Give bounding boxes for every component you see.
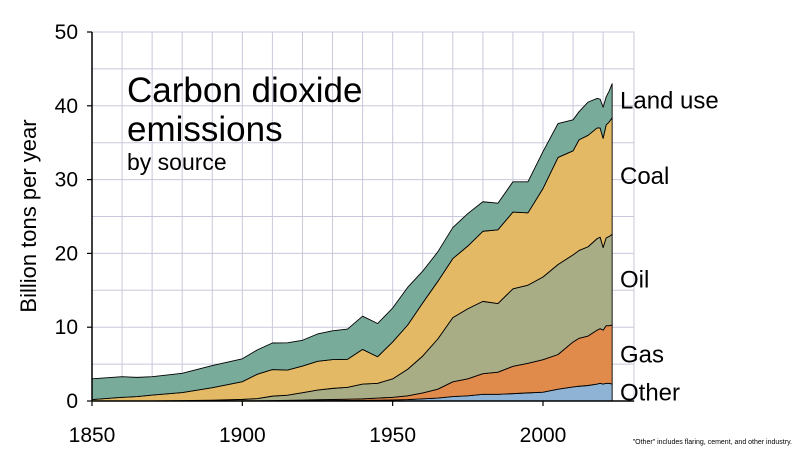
y-tick-label: 0 — [66, 390, 78, 413]
x-tick-label: 2000 — [520, 424, 567, 447]
series-label-oil: Oil — [620, 267, 649, 294]
area-land-use — [91, 83, 613, 400]
axes: 0 10 20 30 40 50 1850 1900 1950 2000 — [55, 21, 634, 447]
y-tick-label: 40 — [55, 95, 78, 118]
footnote: "Other" includes flaring, cement, and ot… — [633, 439, 792, 446]
series-labels: Other Gas Oil Coal Land use — [620, 88, 719, 407]
chart-subtitle: by source — [127, 149, 227, 175]
series-label-coal: Coal — [620, 163, 669, 190]
series-label-other: Other — [620, 380, 680, 407]
y-tick-label: 20 — [55, 242, 78, 265]
x-tick-label: 1900 — [219, 424, 266, 447]
series-label-gas: Gas — [620, 342, 664, 369]
y-axis-label: Billion tons per year — [16, 119, 41, 312]
chart-title-line1: Carbon dioxide — [127, 71, 362, 110]
y-tick-label: 30 — [55, 169, 78, 192]
series-label-land-use: Land use — [620, 88, 719, 115]
chart-title-line2: emissions — [127, 110, 283, 149]
y-tick-label: 10 — [55, 316, 78, 339]
y-tick-label: 50 — [55, 21, 78, 44]
x-tick-label: 1950 — [369, 424, 416, 447]
x-tick-label: 1850 — [69, 424, 116, 447]
